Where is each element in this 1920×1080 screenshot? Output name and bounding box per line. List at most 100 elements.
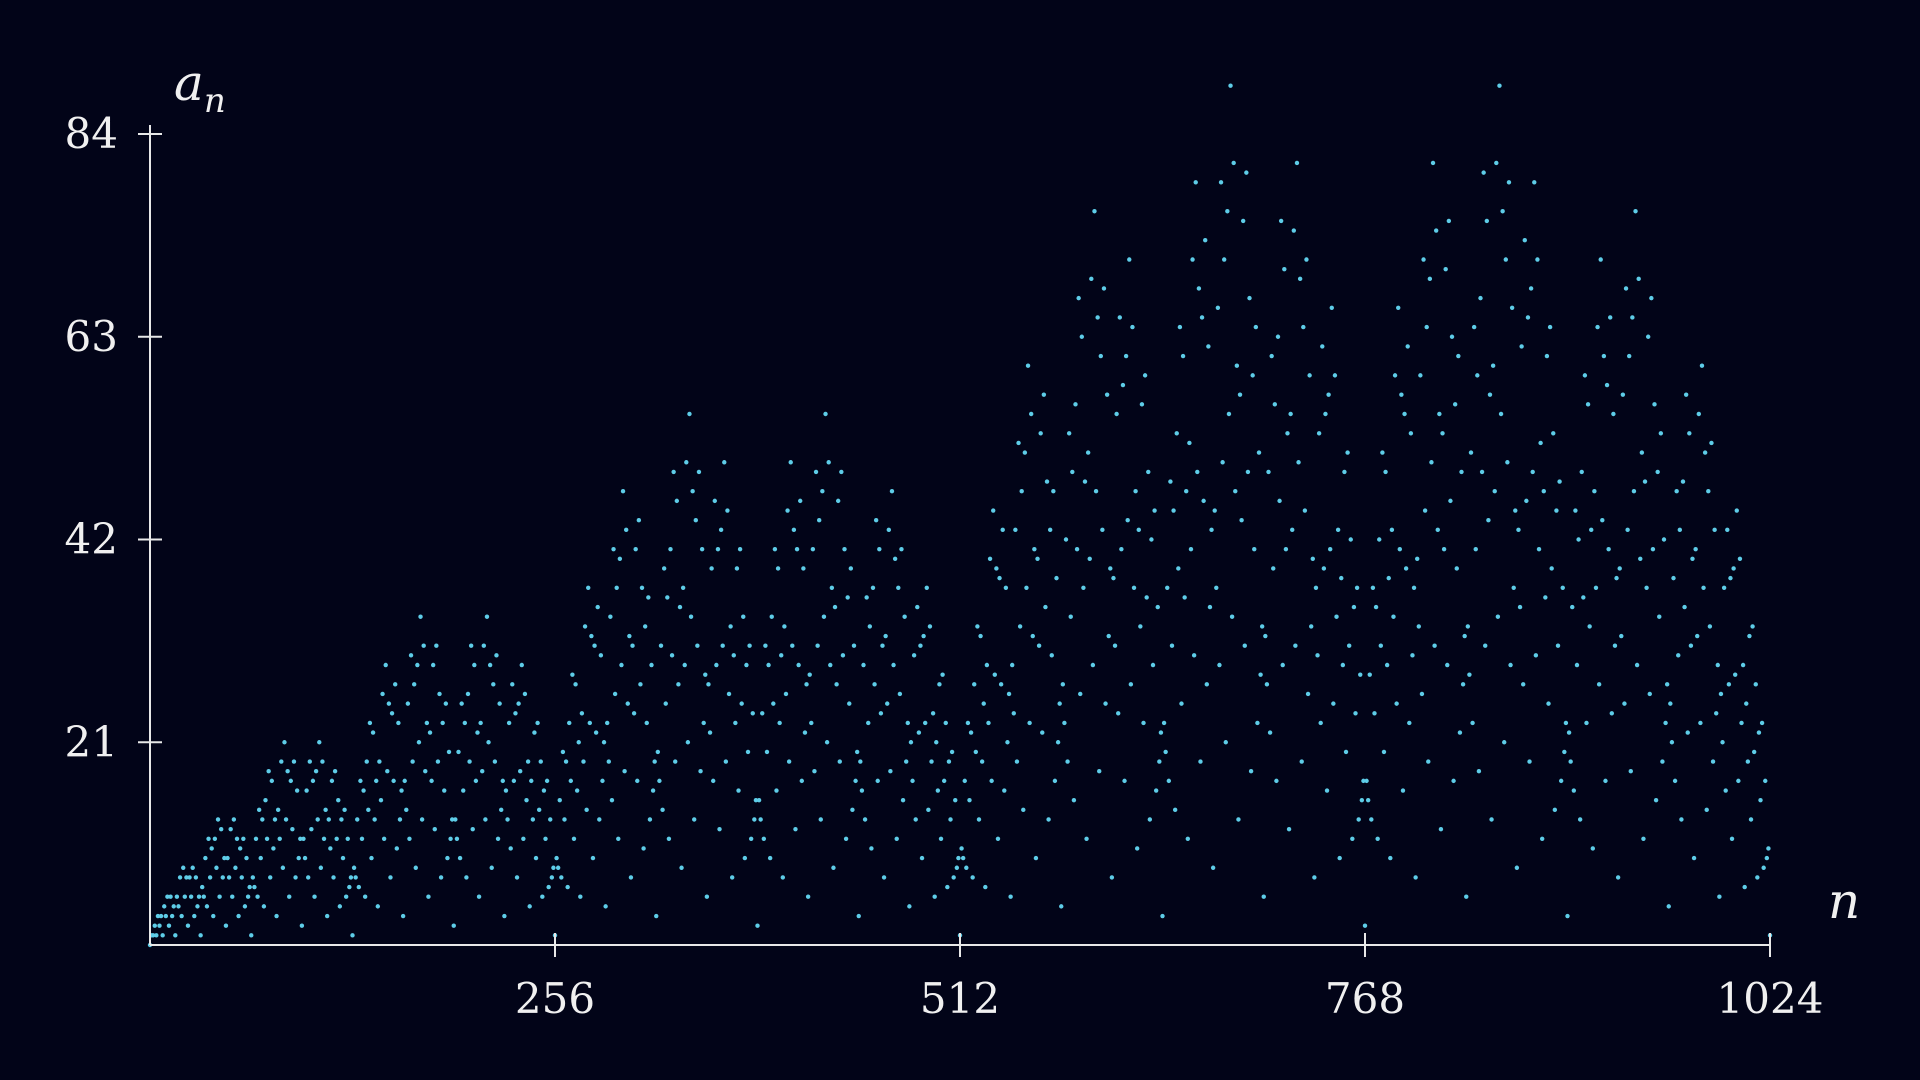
data-point <box>630 643 635 648</box>
data-point <box>247 884 252 890</box>
data-point <box>355 817 360 822</box>
data-point <box>750 711 755 716</box>
data-point <box>916 730 922 735</box>
data-point <box>1421 257 1426 262</box>
data-point <box>834 682 839 687</box>
data-point <box>1324 788 1330 793</box>
data-point <box>706 682 711 687</box>
data-point <box>1392 373 1398 378</box>
data-point <box>1577 817 1583 822</box>
data-point <box>1394 701 1399 706</box>
data-point <box>674 498 680 504</box>
data-point <box>249 933 254 938</box>
data-point <box>468 643 474 648</box>
data-point <box>1698 720 1703 726</box>
data-point <box>639 585 645 590</box>
data-point <box>527 904 532 909</box>
data-point <box>1312 875 1317 880</box>
data-point <box>345 836 350 841</box>
data-point <box>717 826 722 832</box>
data-point <box>910 778 915 784</box>
data-point <box>984 662 990 668</box>
data-point <box>753 797 759 803</box>
data-point <box>334 836 339 841</box>
data-point <box>712 498 717 504</box>
data-point <box>484 614 490 619</box>
data-point <box>457 855 463 861</box>
data-point <box>1470 720 1475 726</box>
data-point <box>1729 836 1735 841</box>
data-point <box>1030 633 1035 639</box>
data-points <box>147 83 1773 948</box>
data-point <box>1558 778 1564 784</box>
data-point <box>407 836 412 841</box>
data-point <box>508 846 513 851</box>
data-point <box>377 759 382 764</box>
data-point <box>579 711 585 716</box>
data-point <box>1258 672 1263 677</box>
data-point <box>970 875 975 880</box>
data-point <box>416 740 422 745</box>
data-point <box>176 904 181 909</box>
data-point <box>1397 546 1403 552</box>
data-point <box>1307 373 1312 378</box>
data-point <box>475 730 480 735</box>
data-point <box>1092 209 1097 214</box>
data-point <box>1059 904 1064 909</box>
data-point <box>1701 585 1706 590</box>
data-point <box>1280 662 1285 668</box>
data-point <box>1655 469 1660 475</box>
data-point <box>228 826 233 832</box>
data-point <box>1343 749 1349 755</box>
data-point <box>845 595 850 600</box>
data-point <box>1695 633 1700 639</box>
data-point <box>959 846 964 851</box>
data-point <box>918 643 923 648</box>
data-point <box>1066 431 1072 436</box>
data-point <box>1549 566 1554 571</box>
data-point <box>173 933 178 938</box>
data-point <box>397 817 403 822</box>
data-point <box>877 546 882 552</box>
data-point <box>1259 624 1265 629</box>
data-point <box>1645 334 1651 339</box>
data-point <box>1334 614 1339 619</box>
data-point <box>1740 662 1746 668</box>
data-point <box>930 711 936 716</box>
data-point <box>1247 295 1252 301</box>
data-point <box>861 662 866 668</box>
data-point <box>924 585 929 590</box>
data-point <box>663 701 668 706</box>
data-point <box>309 826 314 832</box>
data-point <box>1521 682 1526 687</box>
data-point <box>1025 363 1031 368</box>
data-point <box>609 797 615 803</box>
data-point <box>1006 691 1012 697</box>
data-point <box>1381 749 1387 755</box>
data-point <box>799 778 804 784</box>
data-point <box>385 769 390 774</box>
data-point <box>940 672 945 677</box>
data-point <box>793 826 798 832</box>
data-point <box>1296 460 1301 465</box>
data-point <box>1361 778 1366 784</box>
data-point <box>853 778 858 784</box>
data-point <box>1117 315 1122 320</box>
data-point <box>1233 489 1238 494</box>
data-point <box>1448 498 1453 504</box>
data-point <box>892 556 898 562</box>
data-point <box>1636 276 1641 282</box>
data-point <box>1370 585 1376 590</box>
data-point <box>763 643 768 648</box>
data-point <box>310 778 316 784</box>
data-point <box>854 749 860 755</box>
data-point <box>529 778 534 784</box>
data-point <box>1487 392 1493 397</box>
data-point <box>1351 604 1357 610</box>
data-point <box>725 508 730 513</box>
data-point <box>1500 209 1505 214</box>
data-point <box>578 894 583 899</box>
data-point <box>1386 575 1391 581</box>
data-point <box>530 817 536 822</box>
